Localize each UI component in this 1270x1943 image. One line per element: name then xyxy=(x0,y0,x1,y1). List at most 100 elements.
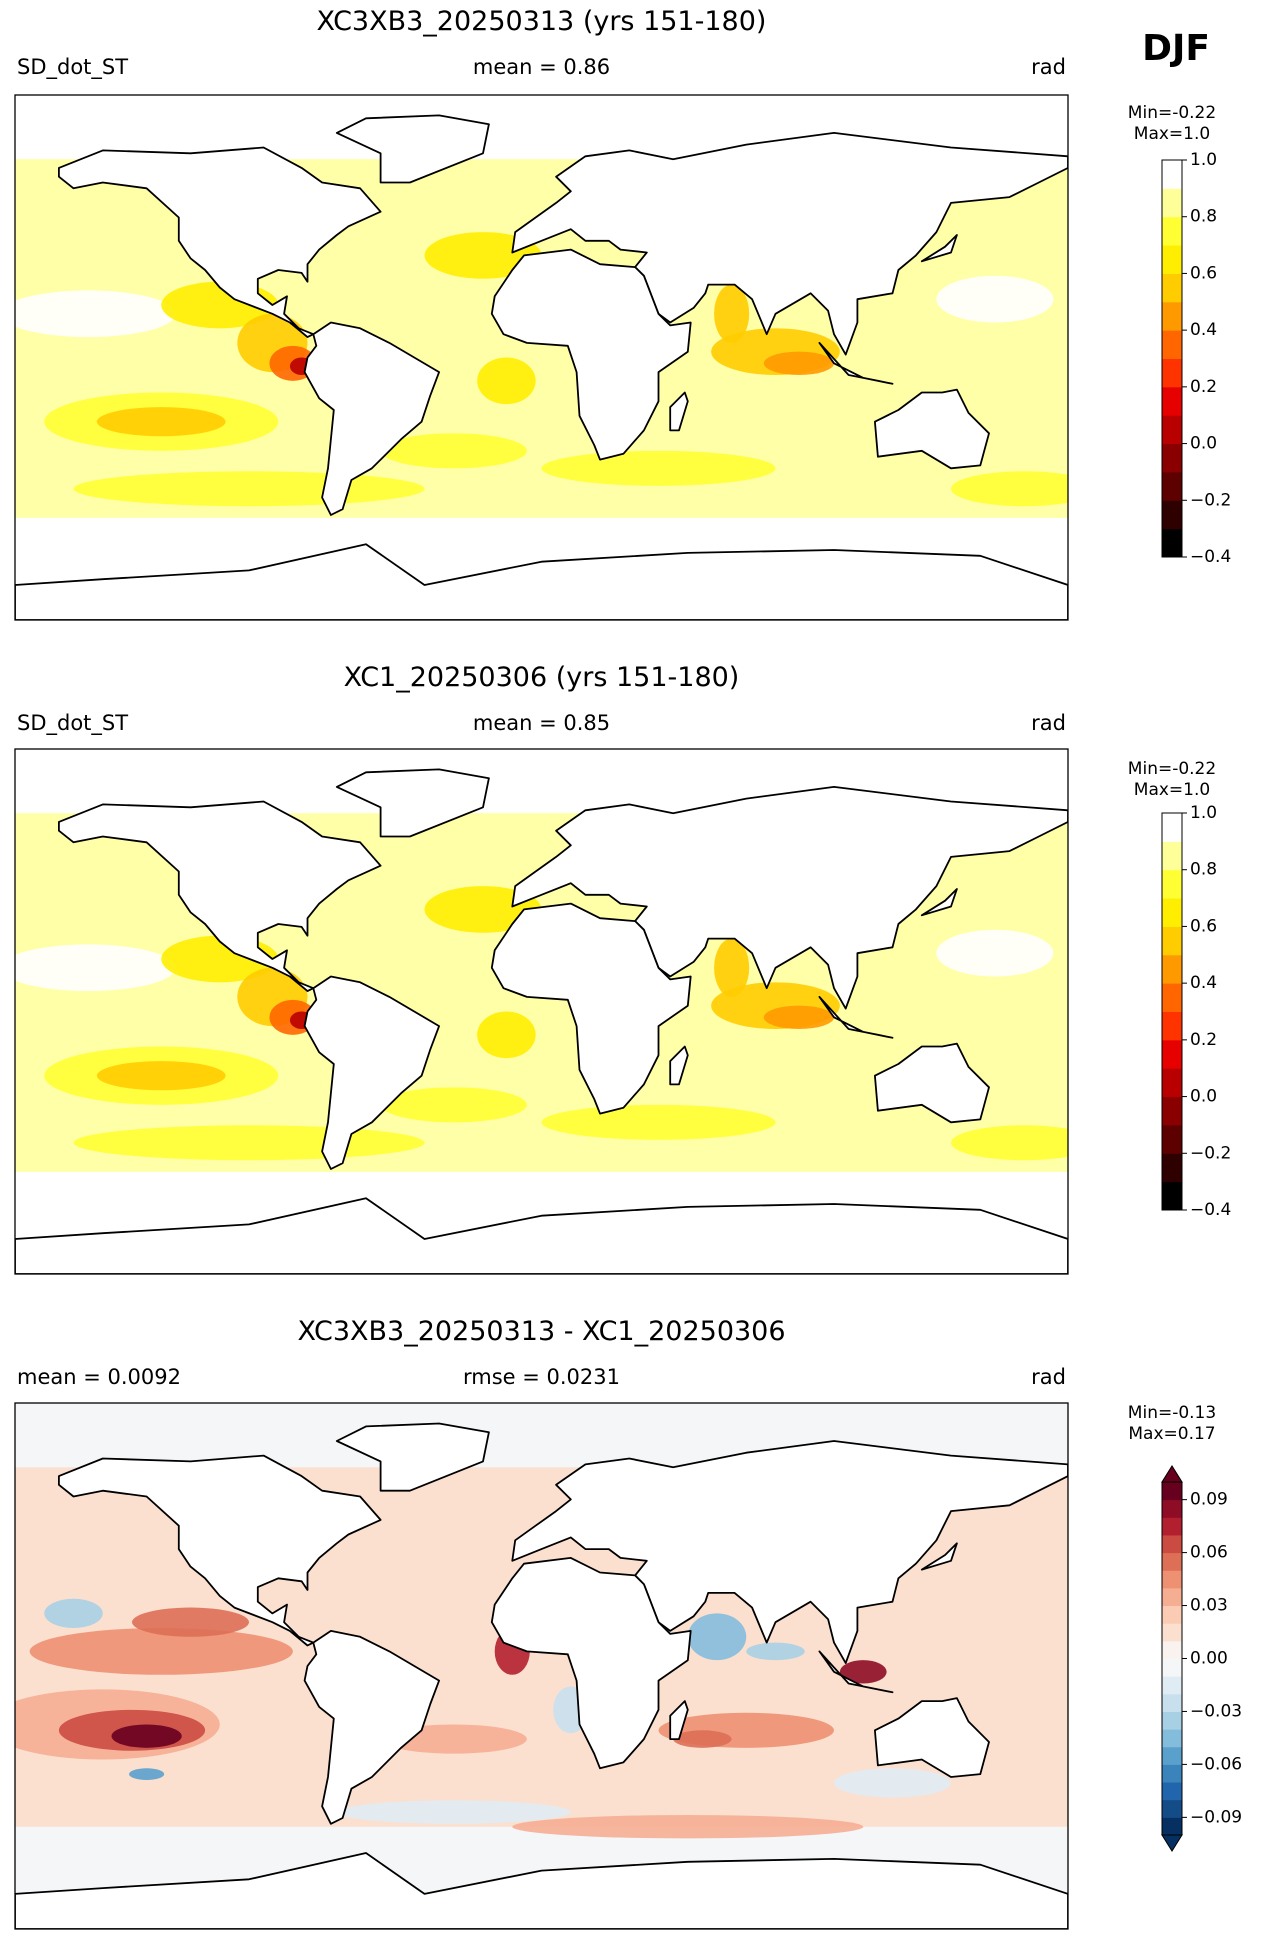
season-label: DJF xyxy=(1142,28,1210,69)
colorbar-segment xyxy=(1162,301,1182,331)
colorbar-segment xyxy=(1162,1068,1182,1098)
colorbar-segment xyxy=(1162,1729,1182,1748)
map xyxy=(15,749,1068,1274)
colorbar-segment xyxy=(1162,330,1182,359)
colorbar-segment xyxy=(1162,898,1182,927)
coastline xyxy=(669,1045,689,1086)
coastline xyxy=(15,1197,1068,1274)
colorbar-segment xyxy=(1162,471,1182,501)
coastline xyxy=(335,768,490,838)
field-blob xyxy=(714,284,750,343)
colorbar-segment xyxy=(1162,1534,1182,1554)
map-frame xyxy=(14,1402,1069,1930)
coastline xyxy=(303,975,440,1170)
field-blob xyxy=(424,232,542,279)
coastline xyxy=(818,996,894,1039)
map xyxy=(15,1403,1068,1929)
coastline xyxy=(303,321,440,516)
coastline xyxy=(874,388,990,470)
field-blob xyxy=(477,357,536,405)
colorbar-segment xyxy=(1162,1782,1182,1801)
colorbar-extend xyxy=(1161,1834,1183,1852)
colorbar-segment xyxy=(1162,386,1182,416)
colorbar-segment xyxy=(1162,841,1182,871)
coastline xyxy=(669,1700,689,1740)
colorbar-tick-label: 0.8 xyxy=(1190,207,1217,227)
colorbar-segment xyxy=(1162,1676,1182,1695)
field-blob xyxy=(951,471,1068,507)
colorbar-segment xyxy=(1162,1570,1182,1589)
map-frame xyxy=(14,94,1069,621)
coastline xyxy=(920,1542,958,1571)
coastline xyxy=(58,1454,382,1647)
field-blob xyxy=(336,1800,571,1824)
colorbar-tick-label: 0.4 xyxy=(1190,973,1217,993)
colorbar-segment xyxy=(1162,500,1182,530)
coastline xyxy=(669,391,689,432)
colorbar-frame xyxy=(1161,159,1183,558)
colorbar-segment xyxy=(1162,188,1182,218)
colorbar-segment xyxy=(1162,216,1182,246)
colorbar-segment xyxy=(1162,1153,1182,1183)
colorbar-tick-label: 0.09 xyxy=(1190,1490,1228,1510)
field-blob xyxy=(936,929,1054,977)
colorbar-tick-label: −0.2 xyxy=(1190,1143,1231,1163)
coastline xyxy=(303,1630,440,1825)
colorbar-segment xyxy=(1162,1693,1182,1712)
colorbar-segment xyxy=(1162,1711,1182,1730)
range-label: Max=0.17 xyxy=(1128,1424,1215,1444)
field-blob xyxy=(541,1104,776,1140)
colorbar-tick-label: 0.2 xyxy=(1190,377,1217,397)
colorbar-tick-label: −0.06 xyxy=(1190,1754,1242,1774)
colorbar-tick-label: 0.6 xyxy=(1190,263,1217,283)
colorbar-segment xyxy=(1162,1587,1182,1607)
colorbar-segment xyxy=(1162,160,1182,189)
colorbar-tick-label: 0.0 xyxy=(1190,1087,1217,1107)
coastline xyxy=(490,248,692,461)
colorbar-segment xyxy=(1162,869,1182,899)
field-blob xyxy=(541,450,776,486)
coastline xyxy=(490,902,692,1115)
right-label: rad xyxy=(1031,711,1066,735)
coastline xyxy=(58,800,382,992)
left-label: mean = 0.0092 xyxy=(17,1365,181,1389)
field-blob xyxy=(763,351,835,376)
colorbar-extend xyxy=(1161,1465,1183,1483)
field-blob xyxy=(477,1011,536,1059)
colorbar-segment xyxy=(1162,528,1182,558)
colorbar-segment xyxy=(1162,1799,1182,1818)
coastline xyxy=(335,1422,490,1492)
colorbar-segment xyxy=(1162,1096,1182,1126)
field-blob xyxy=(673,1730,732,1748)
coastline xyxy=(58,146,382,338)
center-label: mean = 0.85 xyxy=(473,711,610,735)
field-blob xyxy=(44,1598,103,1629)
colorbar-tick-label: 0.8 xyxy=(1190,860,1217,880)
colorbar-tick-label: 1.0 xyxy=(1190,803,1217,823)
colorbar-tick-label: 1.0 xyxy=(1190,150,1217,170)
colorbar-tick-label: 0.03 xyxy=(1190,1596,1228,1616)
range-label: Max=1.0 xyxy=(1134,780,1210,800)
field-blob xyxy=(111,1724,182,1748)
colorbar-tick-label: −0.4 xyxy=(1190,1200,1231,1220)
range-label: Max=1.0 xyxy=(1134,124,1210,144)
colorbar-segment xyxy=(1162,443,1182,473)
colorbar-frame xyxy=(1161,812,1183,1211)
colorbar-segment xyxy=(1162,1764,1182,1783)
right-label: rad xyxy=(1031,55,1066,79)
coastline xyxy=(920,234,958,263)
coastline xyxy=(15,1852,1068,1929)
colorbar-tick-label: 0.00 xyxy=(1190,1649,1228,1669)
colorbar-tick-label: 0.6 xyxy=(1190,916,1217,936)
colorbar-segment xyxy=(1162,1623,1182,1642)
field-blob xyxy=(687,1613,747,1661)
coastline xyxy=(335,114,490,184)
colorbar-tick-label: 0.4 xyxy=(1190,320,1217,340)
coastline xyxy=(874,1697,990,1778)
colorbar-segment xyxy=(1162,1482,1182,1501)
range-label: Min=-0.22 xyxy=(1128,759,1216,779)
colorbar-segment xyxy=(1162,954,1182,984)
field-blob xyxy=(73,1125,425,1161)
colorbar-segment xyxy=(1162,926,1182,956)
colorbar-segment xyxy=(1162,983,1182,1012)
